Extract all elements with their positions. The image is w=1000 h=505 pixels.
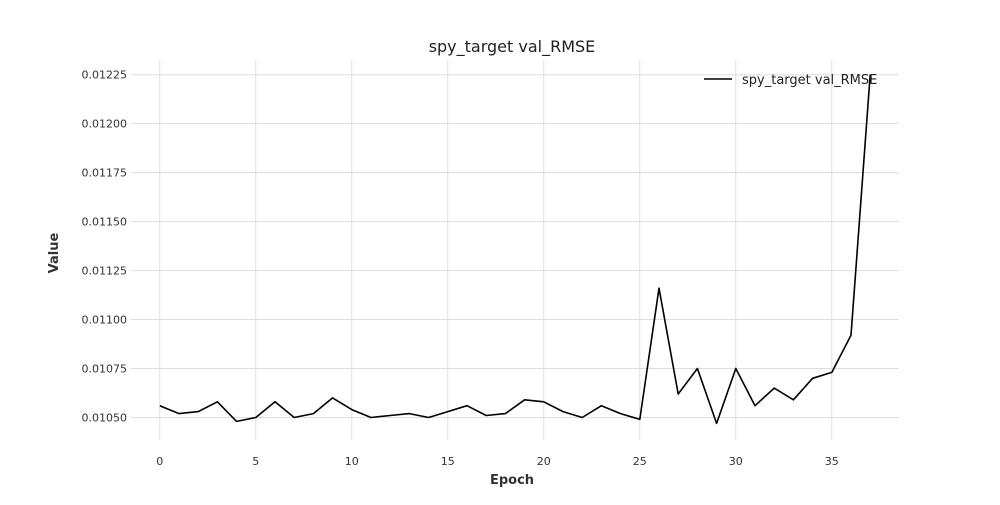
legend: spy_target val_RMSE <box>704 73 877 88</box>
legend-label: spy_target val_RMSE <box>742 73 877 88</box>
y-tick-labels: 0.01050 0.01075 0.01100 0.01125 0.01150 0.011… <box>82 69 128 425</box>
y-tick-label: 0.01200 <box>82 118 128 131</box>
y-tick-label: 0.01225 <box>82 69 128 82</box>
series-line <box>159 74 871 425</box>
y-gridlines <box>131 74 899 418</box>
y-tick-label: 0.01150 <box>82 216 128 229</box>
y-tick-label: 0.01050 <box>82 411 128 424</box>
y-tick-label: 0.01100 <box>82 314 128 327</box>
x-tick-label: 30 <box>729 455 743 468</box>
x-tick-label: 20 <box>537 455 551 468</box>
x-tick-label: 25 <box>633 455 647 468</box>
x-axis-label: Epoch <box>490 473 534 488</box>
y-tick-label: 0.01125 <box>82 265 128 278</box>
y-tick-label: 0.01075 <box>82 363 128 376</box>
chart-title: spy_target val_RMSE <box>429 37 596 57</box>
x-tick-label: 0 <box>156 455 163 468</box>
x-tick-label: 5 <box>252 455 259 468</box>
x-gridlines <box>159 60 833 440</box>
x-tick-label: 35 <box>825 455 839 468</box>
series-layer <box>159 74 871 425</box>
x-tick-label: 15 <box>441 455 455 468</box>
x-tick-labels: 0 5 10 15 20 25 30 35 <box>156 455 839 468</box>
y-tick-label: 0.01175 <box>82 167 128 180</box>
y-axis-label: Value <box>47 232 62 273</box>
x-tick-label: 10 <box>345 455 359 468</box>
